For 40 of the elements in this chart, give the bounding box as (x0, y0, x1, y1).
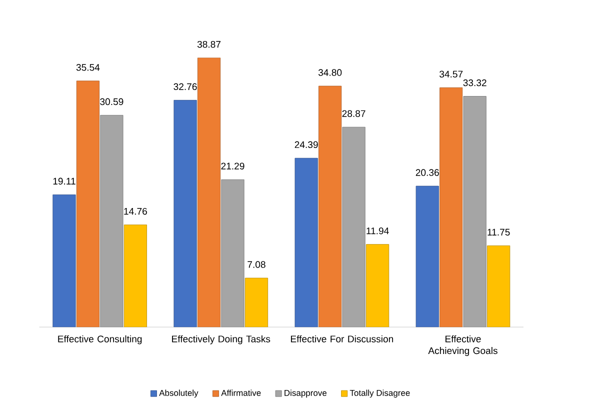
legend-label: Totally Disagree (350, 390, 410, 398)
bar (463, 96, 486, 328)
bar (366, 244, 390, 328)
bar (221, 179, 244, 328)
data-label: 35.54 (76, 64, 100, 71)
data-label: 34.80 (318, 69, 342, 76)
data-label: 24.39 (294, 141, 318, 148)
bar (52, 194, 76, 328)
bar (76, 80, 100, 328)
x-tick-label: Effective Consulting (58, 335, 142, 344)
data-label: 21.29 (221, 162, 244, 170)
legend-label: Absolutely (159, 390, 198, 398)
bar (100, 114, 124, 328)
legend-label: Disapprove (284, 390, 327, 398)
bar (318, 86, 342, 328)
data-label: 14.76 (124, 208, 147, 215)
bar (197, 58, 221, 328)
data-label: 32.76 (174, 83, 197, 90)
data-label: 7.08 (248, 261, 266, 268)
bar (294, 158, 318, 328)
data-label: 28.87 (342, 110, 366, 117)
bar (440, 87, 463, 328)
data-label: 11.94 (366, 227, 389, 234)
legend-label: Affirmative (221, 390, 261, 396)
bar (174, 100, 197, 328)
bar (342, 126, 366, 328)
x-tick-label: Effective For Discussion (290, 335, 394, 342)
x-tick-label: Effective Achieving Goals (428, 335, 498, 356)
data-label: 33.32 (463, 79, 486, 86)
data-label: 38.87 (197, 40, 220, 48)
bar (244, 278, 268, 328)
bar (487, 245, 510, 328)
bar (416, 186, 439, 328)
data-label: 11.75 (488, 228, 510, 236)
data-label: 20.36 (416, 169, 439, 176)
data-label: 30.59 (100, 98, 124, 106)
data-label: 19.11 (53, 178, 76, 185)
bar (124, 224, 147, 328)
data-label: 34.57 (440, 70, 463, 78)
x-tick-label: Effectively Doing Tasks (172, 335, 270, 344)
